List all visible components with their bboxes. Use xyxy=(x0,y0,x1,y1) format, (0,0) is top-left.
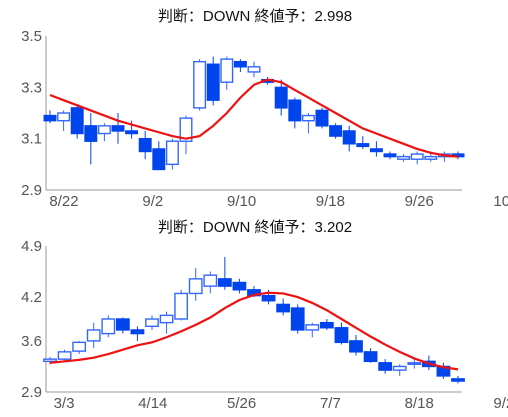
x-tick-label: 3/3 xyxy=(54,395,75,412)
x-tick-label: 10/4 xyxy=(493,193,508,210)
y-tick-label: 3.3 xyxy=(21,79,42,96)
candle-up xyxy=(101,318,116,335)
candle-down xyxy=(84,125,98,142)
candle-up xyxy=(165,140,179,166)
x-tick-label: 7/7 xyxy=(320,395,341,412)
y-tick-label: 3.6 xyxy=(21,333,42,350)
plot-area: 2.9 3.1 3.3 3.5 8/22 9/2 9/10 9/18 9/26 10/4 xyxy=(21,28,508,210)
candle-down xyxy=(115,318,130,331)
candle-up xyxy=(193,60,207,109)
chart-top: 判断：DOWN 終値予：2.998 2.9 3.1 3.3 3.5 8/22 9/2 9/1… xyxy=(21,8,508,210)
candle-down xyxy=(138,137,152,153)
x-tick-label: 9/10 xyxy=(227,193,256,210)
candle-up xyxy=(397,155,411,160)
x-tick-label: 9/26 xyxy=(405,193,434,210)
candle-down xyxy=(43,114,57,122)
candle-up xyxy=(179,117,193,142)
y-tick-label: 2.9 xyxy=(21,182,42,199)
candle-down xyxy=(130,329,145,335)
chart-title: 判断：DOWN 終値予：2.998 xyxy=(158,8,352,25)
moving-average-line xyxy=(49,78,459,158)
x-tick-label: 8/18 xyxy=(405,395,434,412)
candle-down xyxy=(217,278,232,287)
candle-down xyxy=(315,109,329,127)
candle-up xyxy=(145,318,159,328)
candle-down xyxy=(334,327,349,344)
candle-up xyxy=(159,314,174,324)
y-tick-label: 2.9 xyxy=(21,384,42,401)
candle-down xyxy=(111,125,125,132)
candle-down xyxy=(276,303,291,313)
candle-up xyxy=(86,329,101,342)
candle-down xyxy=(329,125,343,137)
candle-down xyxy=(290,307,305,331)
x-tick-label: 9/18 xyxy=(316,193,345,210)
candle-up xyxy=(220,58,234,83)
x-tick-label: 9/2 xyxy=(142,193,163,210)
candle-up xyxy=(72,341,87,352)
candle-up xyxy=(97,125,111,135)
candle-down xyxy=(378,362,393,371)
candle-down xyxy=(349,340,363,353)
x-tick-label: 5/26 xyxy=(227,395,256,412)
candle-down xyxy=(383,153,397,158)
candle-up xyxy=(57,351,72,360)
y-tick-label: 3.1 xyxy=(21,131,42,148)
x-tick-label: 8/22 xyxy=(49,193,78,210)
candle-down xyxy=(233,60,247,68)
candle-up xyxy=(301,114,315,122)
candle-up xyxy=(247,66,261,73)
candle-down xyxy=(274,86,288,109)
candle-up xyxy=(305,324,320,331)
x-tick-label: 9/29 xyxy=(493,395,508,412)
candle-up xyxy=(203,274,218,287)
candle-up xyxy=(174,292,189,320)
candle-down xyxy=(356,143,370,148)
candle-up xyxy=(43,358,57,363)
candle-down xyxy=(342,130,356,145)
x-tick-label: 4/14 xyxy=(138,395,167,412)
candle-down xyxy=(232,281,247,291)
candle-up xyxy=(57,112,71,122)
candle-down xyxy=(369,148,383,153)
candle-down xyxy=(206,63,220,101)
plot-area: 2.9 3.6 4.2 4.9 3/3 4/14 5/26 7/7 8/18 9/29 xyxy=(21,238,508,412)
chart-title: 判断：DOWN 終値予：3.202 xyxy=(158,219,352,236)
candle-up xyxy=(407,362,422,365)
candle-down xyxy=(363,351,378,363)
chart-bottom: 判断：DOWN 終値予：3.202 2.9 3.6 4.2 4.9 3/3 4/14 5/2… xyxy=(21,219,508,412)
candle-down xyxy=(319,321,334,329)
candle-down xyxy=(125,130,139,135)
candle-up xyxy=(188,278,203,295)
candle-down xyxy=(451,378,465,382)
candle-up xyxy=(424,155,438,160)
candle-down xyxy=(152,148,166,171)
candle-up xyxy=(410,153,424,160)
y-tick-label: 4.9 xyxy=(21,238,42,255)
y-tick-label: 3.5 xyxy=(21,28,42,45)
candle-down xyxy=(288,99,302,122)
y-tick-label: 4.2 xyxy=(21,289,42,306)
candle-down xyxy=(261,294,276,302)
candle-up xyxy=(392,365,407,371)
candle-down xyxy=(70,107,84,135)
moving-average-line xyxy=(49,291,459,371)
